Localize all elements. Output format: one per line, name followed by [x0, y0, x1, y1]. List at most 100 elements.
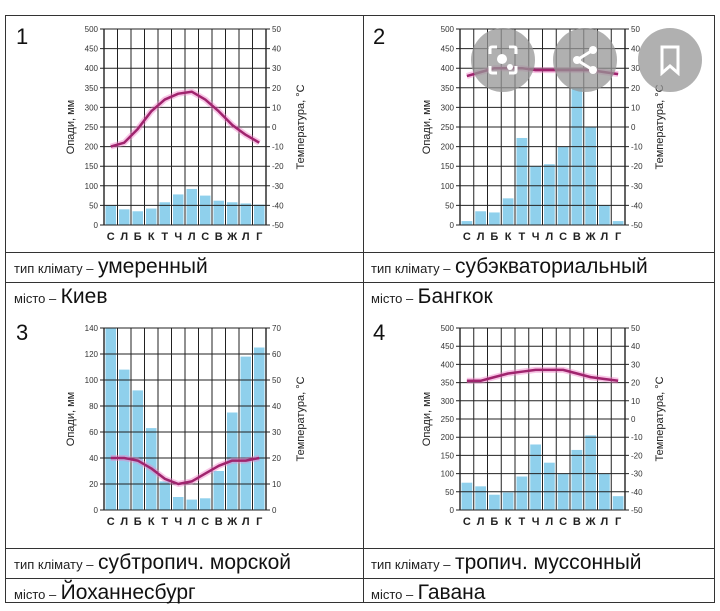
y-axis-label: Опади, мм	[65, 100, 77, 154]
city-row-label: місто –	[371, 291, 414, 306]
y2-tick-label: 40	[631, 45, 640, 54]
climate-type-row-label: тип клімату –	[14, 261, 94, 276]
month-label: Л	[546, 231, 554, 243]
precip-bar	[200, 195, 211, 225]
month-label: Л	[477, 231, 485, 243]
bookmark-button[interactable]	[638, 28, 702, 92]
precip-bar	[240, 203, 251, 225]
y2-tick-label: -50	[631, 221, 643, 230]
month-label: Т	[519, 516, 526, 528]
precip-bar	[516, 137, 528, 225]
y-tick-label: 20	[89, 480, 98, 489]
y2-tick-label: 20	[272, 454, 281, 463]
city-row-label: місто –	[14, 587, 57, 602]
y-tick-label: 80	[89, 402, 98, 411]
y-tick-label: 0	[94, 221, 99, 230]
y2-tick-label: 40	[272, 45, 281, 54]
y-tick-label: 250	[441, 123, 455, 132]
share-button[interactable]	[553, 28, 617, 92]
precip-bar	[186, 188, 197, 225]
precip-bar	[227, 202, 238, 225]
divider	[363, 16, 364, 602]
y2-tick-label: -40	[631, 201, 643, 210]
month-label: Л	[477, 516, 485, 528]
y2-tick-label: 50	[272, 25, 281, 34]
share-icon	[573, 46, 597, 74]
chart-number: 2	[373, 24, 386, 49]
climate-chart: 0 -50 50 -40 100 -30 150 -20 200 -10 250 0 300 10 350 2…	[421, 324, 666, 528]
month-label: Б	[490, 516, 498, 528]
month-label: Г	[256, 516, 263, 528]
month-label: Б	[134, 516, 142, 528]
y2-tick-label: 0	[631, 415, 636, 424]
precip-bar	[599, 205, 610, 225]
precip-bar	[461, 221, 473, 225]
precip-bar	[571, 87, 583, 225]
y2-tick-label: -50	[272, 221, 284, 230]
lens-button[interactable]	[471, 28, 535, 92]
y2-axis-label: Температура, °С	[654, 84, 666, 169]
month-label: Л	[188, 231, 196, 243]
y2-tick-label: -10	[272, 143, 284, 152]
y2-tick-label: 20	[631, 379, 640, 388]
city-row-value: Киев	[60, 285, 108, 308]
y-tick-label: 300	[85, 103, 99, 112]
y2-tick-label: 70	[272, 324, 281, 333]
y2-tick-label: 50	[272, 376, 281, 385]
y2-tick-label: 20	[631, 84, 640, 93]
y-tick-label: 400	[441, 64, 455, 73]
y2-tick-label: -30	[272, 182, 284, 191]
month-label: С	[107, 231, 115, 243]
chart-number: 3	[16, 320, 29, 345]
precip-bar	[489, 212, 500, 225]
y2-tick-label: 50	[631, 324, 640, 333]
climate-type-row-label: тип клімату –	[371, 557, 451, 572]
month-label: Т	[161, 231, 168, 243]
precip-bar	[159, 481, 170, 510]
y-tick-label: 100	[441, 182, 455, 191]
y-axis-label: Опади, мм	[421, 392, 433, 446]
precip-bar	[213, 471, 224, 510]
month-label: Г	[615, 231, 622, 243]
y-tick-label: 120	[85, 350, 99, 359]
precip-bar	[105, 328, 116, 510]
y2-tick-label: 20	[272, 84, 281, 93]
month-label: С	[201, 516, 209, 528]
y2-tick-label: 0	[272, 123, 277, 132]
chart-1: 1 0 -50 50 -40 100 -30 150 -20 200 -10 250 0 300 10 350…	[6, 16, 359, 252]
month-label: Б	[490, 231, 498, 243]
y-tick-label: 350	[441, 379, 455, 388]
precip-bar	[585, 127, 596, 225]
month-label: Л	[546, 516, 554, 528]
month-label: В	[573, 516, 581, 528]
month-label: В	[573, 231, 581, 243]
month-label: Л	[242, 516, 250, 528]
month-label: Г	[615, 516, 622, 528]
precip-bar	[105, 205, 116, 225]
y-tick-label: 250	[441, 415, 455, 424]
climate-type-row-value: тропич. муссонный	[454, 551, 642, 574]
month-label: Ч	[174, 231, 182, 243]
month-label: Л	[120, 231, 128, 243]
y2-tick-label: 60	[272, 350, 281, 359]
y-tick-label: 450	[441, 45, 455, 54]
precip-bar	[173, 194, 184, 225]
month-label: Л	[601, 516, 609, 528]
y2-tick-label: -40	[272, 201, 284, 210]
month-label: В	[215, 231, 223, 243]
y2-tick-label: -20	[272, 162, 284, 171]
precip-bar	[544, 164, 555, 225]
y2-tick-label: -20	[631, 451, 643, 460]
y2-tick-label: 40	[272, 402, 281, 411]
y-tick-label: 0	[94, 506, 99, 515]
y2-axis-label: Температура, °С	[654, 376, 666, 461]
y-tick-label: 140	[85, 324, 99, 333]
precip-bar	[146, 208, 157, 225]
y-tick-label: 300	[441, 397, 455, 406]
chart-3: 3 0 0 20 10 40 20 60 30 80 40 100 50 120 60 140 70 С Л Б К Т Ч…	[6, 312, 359, 548]
city-row-label: місто –	[14, 291, 57, 306]
y-tick-label: 100	[441, 470, 455, 479]
y2-tick-label: 50	[631, 25, 640, 34]
precip-bar	[530, 444, 541, 510]
precip-bar	[200, 498, 211, 510]
